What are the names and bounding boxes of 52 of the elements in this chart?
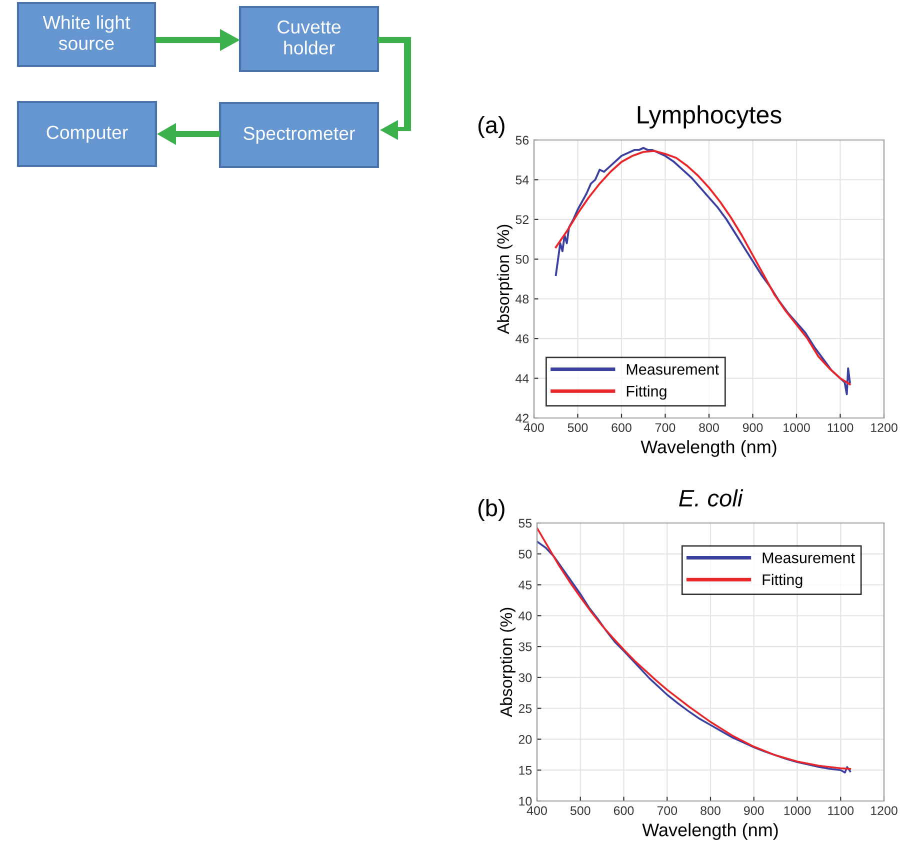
y-tick-label: 50 xyxy=(516,254,529,264)
x-tick-label: 700 xyxy=(657,806,678,816)
x-tick-label: 1200 xyxy=(871,423,898,432)
y-tick-label: 35 xyxy=(518,642,532,652)
text: Cuvette holder xyxy=(278,20,340,54)
x-tick-label: 700 xyxy=(655,423,676,432)
text: (a) xyxy=(478,116,504,138)
legend-label: Fitting xyxy=(762,574,802,588)
y-tick-label: 42 xyxy=(516,414,529,423)
x-tick-label: 600 xyxy=(614,806,634,816)
y-tick-label: 20 xyxy=(518,735,532,744)
y-tick-label: 50 xyxy=(518,550,532,559)
chart-title: E. coli xyxy=(679,489,744,507)
chart-title: Lymphocytes xyxy=(638,105,782,129)
x-tick-label: 600 xyxy=(612,423,632,432)
text: (b) xyxy=(478,498,504,521)
y-tick-label: 52 xyxy=(516,215,529,224)
y-axis-title: Absorption (%) xyxy=(496,224,512,334)
x-axis-title: Wavelength (nm) xyxy=(642,823,778,840)
text: Spectrometer xyxy=(244,126,355,144)
x-tick-label: 500 xyxy=(568,423,588,432)
x-tick-label: 1100 xyxy=(828,423,854,432)
y-tick-label: 54 xyxy=(516,176,529,184)
y-tick-label: 15 xyxy=(519,766,532,775)
y-tick-label: 46 xyxy=(516,334,529,344)
y-tick-label: 10 xyxy=(519,796,532,806)
x-tick-label: 1100 xyxy=(828,806,854,816)
y-tick-label: 45 xyxy=(518,580,532,590)
x-tick-label: 1200 xyxy=(871,806,898,816)
y-tick-label: 25 xyxy=(518,704,532,713)
y-tick-label: 55 xyxy=(518,518,532,528)
text: Computer xyxy=(46,126,128,143)
legend-label: Measurement xyxy=(626,364,719,375)
x-tick-label: 800 xyxy=(700,806,720,816)
x-tick-label: 800 xyxy=(699,423,719,432)
x-axis-title: Wavelength (nm) xyxy=(640,440,776,457)
y-axis-title: Absorption (%) xyxy=(500,608,516,718)
x-tick-label: 400 xyxy=(524,423,544,432)
x-tick-label: 900 xyxy=(742,423,763,432)
x-tick-label: 400 xyxy=(526,806,547,816)
y-tick-label: 48 xyxy=(516,294,529,304)
y-tick-label: 56 xyxy=(516,136,529,145)
y-tick-label: 40 xyxy=(518,611,532,620)
x-tick-label: 500 xyxy=(570,806,590,816)
legend-label: Fitting xyxy=(626,385,666,400)
text: White light source xyxy=(42,15,130,50)
y-tick-label: 30 xyxy=(518,673,532,682)
x-tick-label: 1000 xyxy=(784,806,811,816)
y-tick-label: 44 xyxy=(516,374,529,383)
x-tick-label: 900 xyxy=(744,806,764,816)
x-tick-label: 1000 xyxy=(784,423,810,432)
legend-label: Measurement xyxy=(762,552,855,564)
